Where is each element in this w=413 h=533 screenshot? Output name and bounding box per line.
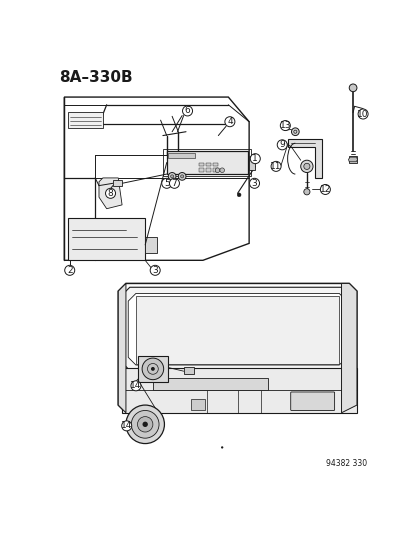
FancyBboxPatch shape: [349, 156, 356, 163]
Polygon shape: [68, 112, 102, 128]
FancyBboxPatch shape: [199, 168, 203, 172]
Circle shape: [64, 265, 75, 276]
Circle shape: [137, 417, 152, 432]
Text: 7: 7: [171, 179, 177, 188]
FancyBboxPatch shape: [199, 163, 203, 166]
FancyBboxPatch shape: [290, 392, 334, 410]
Polygon shape: [99, 178, 122, 209]
Polygon shape: [122, 287, 352, 370]
FancyBboxPatch shape: [135, 296, 338, 364]
Text: 94382 330: 94382 330: [325, 459, 366, 468]
Text: 11: 11: [270, 162, 281, 171]
Polygon shape: [287, 140, 321, 178]
Circle shape: [215, 168, 219, 173]
FancyBboxPatch shape: [183, 367, 194, 374]
Circle shape: [250, 154, 260, 164]
FancyBboxPatch shape: [249, 156, 255, 170]
Text: 6: 6: [184, 107, 190, 116]
Circle shape: [303, 163, 309, 169]
Circle shape: [169, 179, 179, 188]
Circle shape: [277, 140, 287, 150]
Polygon shape: [64, 97, 249, 260]
Circle shape: [349, 84, 356, 92]
Circle shape: [249, 179, 259, 188]
Polygon shape: [113, 180, 122, 185]
Text: 5: 5: [164, 179, 169, 188]
Circle shape: [182, 106, 192, 116]
Text: 3: 3: [251, 179, 257, 188]
Circle shape: [180, 175, 183, 178]
Circle shape: [291, 128, 299, 135]
Circle shape: [271, 161, 280, 172]
Text: 1: 1: [252, 154, 258, 163]
FancyBboxPatch shape: [145, 237, 157, 253]
FancyBboxPatch shape: [168, 152, 195, 158]
FancyBboxPatch shape: [138, 356, 167, 382]
Polygon shape: [348, 157, 357, 161]
Circle shape: [178, 173, 185, 180]
Text: 8: 8: [107, 189, 113, 198]
Circle shape: [219, 168, 224, 173]
Circle shape: [303, 189, 309, 195]
Circle shape: [131, 381, 140, 391]
Circle shape: [121, 421, 131, 431]
Circle shape: [300, 160, 312, 173]
Text: 14: 14: [130, 381, 141, 390]
Text: 3: 3: [152, 266, 158, 275]
Polygon shape: [128, 294, 346, 365]
Circle shape: [131, 410, 159, 438]
FancyBboxPatch shape: [212, 168, 217, 172]
Polygon shape: [118, 284, 126, 413]
FancyBboxPatch shape: [68, 218, 145, 260]
Text: 4: 4: [226, 117, 232, 126]
Text: 14: 14: [121, 422, 132, 430]
Circle shape: [237, 193, 240, 197]
FancyBboxPatch shape: [206, 163, 210, 166]
Circle shape: [357, 109, 367, 119]
Circle shape: [126, 405, 164, 443]
Polygon shape: [341, 284, 356, 413]
Circle shape: [168, 173, 176, 180]
FancyBboxPatch shape: [212, 163, 217, 166]
Circle shape: [320, 184, 330, 195]
Circle shape: [105, 188, 115, 198]
Circle shape: [170, 175, 173, 178]
Circle shape: [221, 446, 223, 449]
Text: 13: 13: [279, 121, 290, 130]
Circle shape: [161, 179, 171, 188]
Circle shape: [150, 265, 160, 276]
FancyBboxPatch shape: [191, 399, 205, 410]
Circle shape: [142, 422, 147, 427]
Text: 12: 12: [319, 185, 330, 194]
Polygon shape: [152, 378, 268, 390]
Text: 8A–330B: 8A–330B: [59, 70, 132, 85]
Text: 9: 9: [279, 140, 285, 149]
Circle shape: [224, 117, 234, 127]
Text: 2: 2: [67, 266, 72, 275]
FancyBboxPatch shape: [122, 368, 356, 413]
FancyBboxPatch shape: [206, 168, 210, 172]
Polygon shape: [118, 284, 356, 413]
Text: 10: 10: [356, 109, 368, 118]
Circle shape: [142, 358, 163, 379]
Circle shape: [280, 120, 290, 131]
FancyBboxPatch shape: [166, 151, 247, 174]
Circle shape: [151, 367, 154, 371]
